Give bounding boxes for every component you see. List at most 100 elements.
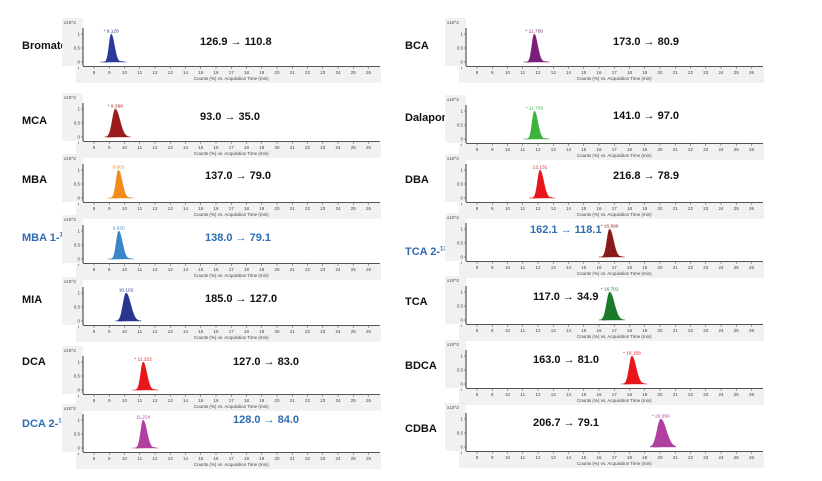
x-tick-label: 20 xyxy=(657,265,663,270)
x-tick-label: 15 xyxy=(581,455,587,460)
x-tick-label: 8 xyxy=(93,329,96,334)
y-axis-panel xyxy=(62,215,83,263)
x-tick-label: 10 xyxy=(505,206,511,211)
x-tick-label: 25 xyxy=(351,70,357,75)
peak-area xyxy=(100,33,127,63)
x-tick-label: 12 xyxy=(535,206,541,211)
x-tick-label: 19 xyxy=(642,455,648,460)
x-tick-label: 10 xyxy=(505,455,511,460)
x-tick-label: 9 xyxy=(491,328,494,333)
x-axis-title: Counts (%) vs. Acquisition Time (min) xyxy=(577,271,652,276)
mrm-transition: 117.0 → 34.9 xyxy=(533,291,599,303)
x-tick-label: 18 xyxy=(627,206,633,211)
x-axis-title: Counts (%) vs. Acquisition Time (min) xyxy=(194,335,269,340)
x-tick-label: 26 xyxy=(749,455,755,460)
x-tick-label: 22 xyxy=(688,70,694,75)
compound-name: Bromate xyxy=(22,40,67,52)
x-tick-label: 26 xyxy=(366,145,372,150)
x-tick-label: 20 xyxy=(274,145,280,150)
mrm-transition: 163.0 → 81.0 xyxy=(533,354,600,366)
x-tick-label: 9 xyxy=(108,456,111,461)
x-axis-panel xyxy=(76,453,381,469)
x-tick-label: 14 xyxy=(566,70,572,75)
x-tick-label: 23 xyxy=(320,267,326,272)
baseline xyxy=(624,383,645,385)
peak-area xyxy=(108,230,134,260)
x-tick-label: 23 xyxy=(320,70,326,75)
peak-area xyxy=(523,110,550,140)
y-tick-label: 0 xyxy=(77,196,80,201)
y-axis-panel xyxy=(445,18,466,66)
x-tick-label: 18 xyxy=(627,328,633,333)
x-tick-label: 18 xyxy=(244,329,250,334)
x-tick-label: 25 xyxy=(734,206,740,211)
x-tick-label: 11 xyxy=(520,147,525,152)
y-tick-label: 0.5 xyxy=(74,121,81,126)
x-axis-panel xyxy=(459,67,764,83)
peak-area xyxy=(529,169,556,199)
x-tick-label: 20 xyxy=(657,206,663,211)
x-tick-label: 16 xyxy=(213,70,219,75)
y-tick-label: 1 xyxy=(77,418,80,423)
x-tick-label: 18 xyxy=(627,392,633,397)
x-axis-title: Counts (%) vs. Acquisition Time (min) xyxy=(194,462,269,467)
compound-name: Dalapon xyxy=(405,112,449,124)
peak-area xyxy=(132,361,159,391)
x-tick-label: 16 xyxy=(596,328,602,333)
x-tick-label: 9 xyxy=(108,70,111,75)
y-multiplier-label: x10^2 xyxy=(447,156,459,161)
x-tick-label: 15 xyxy=(581,70,587,75)
x-tick-label: 23 xyxy=(320,398,326,403)
x-axis-title: Counts (%) vs. Acquisition Time (min) xyxy=(577,212,652,217)
x-tick-label: 15 xyxy=(198,398,204,403)
x-tick-label: 9 xyxy=(491,70,494,75)
baseline xyxy=(111,258,131,260)
compound-name: TCA 2- xyxy=(405,246,441,258)
x-tick-label: 19 xyxy=(259,267,265,272)
x-tick-label: 17 xyxy=(612,206,618,211)
x-tick-label: 12 xyxy=(152,398,158,403)
x-tick-label: 24 xyxy=(335,206,341,211)
x-tick-label: 21 xyxy=(673,328,679,333)
y-tick-label: 0 xyxy=(460,137,463,142)
x-tick-label: 8 xyxy=(93,456,96,461)
peak-rt-label: 12.131 xyxy=(533,165,548,171)
x-tick-label: 22 xyxy=(305,145,311,150)
y-tick-label: 0 xyxy=(460,382,463,387)
baseline xyxy=(118,320,139,322)
peak-rt-label: 9.603 xyxy=(112,165,124,171)
x-tick-label: 12 xyxy=(152,267,158,272)
x-tick-label: 10 xyxy=(122,145,128,150)
x-tick-label: 10 xyxy=(122,206,128,211)
x-tick-label: 25 xyxy=(351,206,357,211)
x-tick-label: 26 xyxy=(749,147,755,152)
y-tick-label: 1 xyxy=(77,229,80,234)
x-tick-label: 10 xyxy=(505,70,511,75)
x-tick-label: 10 xyxy=(122,70,128,75)
x-tick-label: 16 xyxy=(596,206,602,211)
peak-rt-label: 11.224 xyxy=(136,415,151,421)
x-tick-label: 9 xyxy=(108,329,111,334)
x-tick-label: 14 xyxy=(566,328,572,333)
x-tick-label: 12 xyxy=(152,456,158,461)
x-tick-label: 19 xyxy=(642,328,648,333)
x-tick-label: 8 xyxy=(476,70,479,75)
mrm-transition: 162.1 → 118.1 xyxy=(530,224,602,236)
x-tick-label: 16 xyxy=(213,398,219,403)
y-tick-label: 0.5 xyxy=(457,123,464,128)
x-tick-label: 25 xyxy=(734,328,740,333)
x-tick-label: 26 xyxy=(366,267,372,272)
x-tick-label: 16 xyxy=(213,206,219,211)
peak-rt-label: 9.620 xyxy=(113,226,125,232)
x-tick-label: 23 xyxy=(703,392,709,397)
mrm-transition: 173.0 → 80.9 xyxy=(613,36,680,48)
y-axis-panel xyxy=(62,18,83,66)
x-tick-label: 16 xyxy=(213,329,219,334)
chromatogram-plot: x10^200.518 9 10 11 12 13 14 15 16 17 18 19 20 21 22 23… xyxy=(445,95,764,160)
x-tick-label: 12 xyxy=(152,70,158,75)
x-tick-label: 20 xyxy=(657,455,663,460)
y-tick-label: 1 xyxy=(460,109,463,114)
x-tick-label: 21 xyxy=(673,455,679,460)
x-tick-label: 15 xyxy=(198,456,204,461)
x-tick-label: 17 xyxy=(229,206,235,211)
